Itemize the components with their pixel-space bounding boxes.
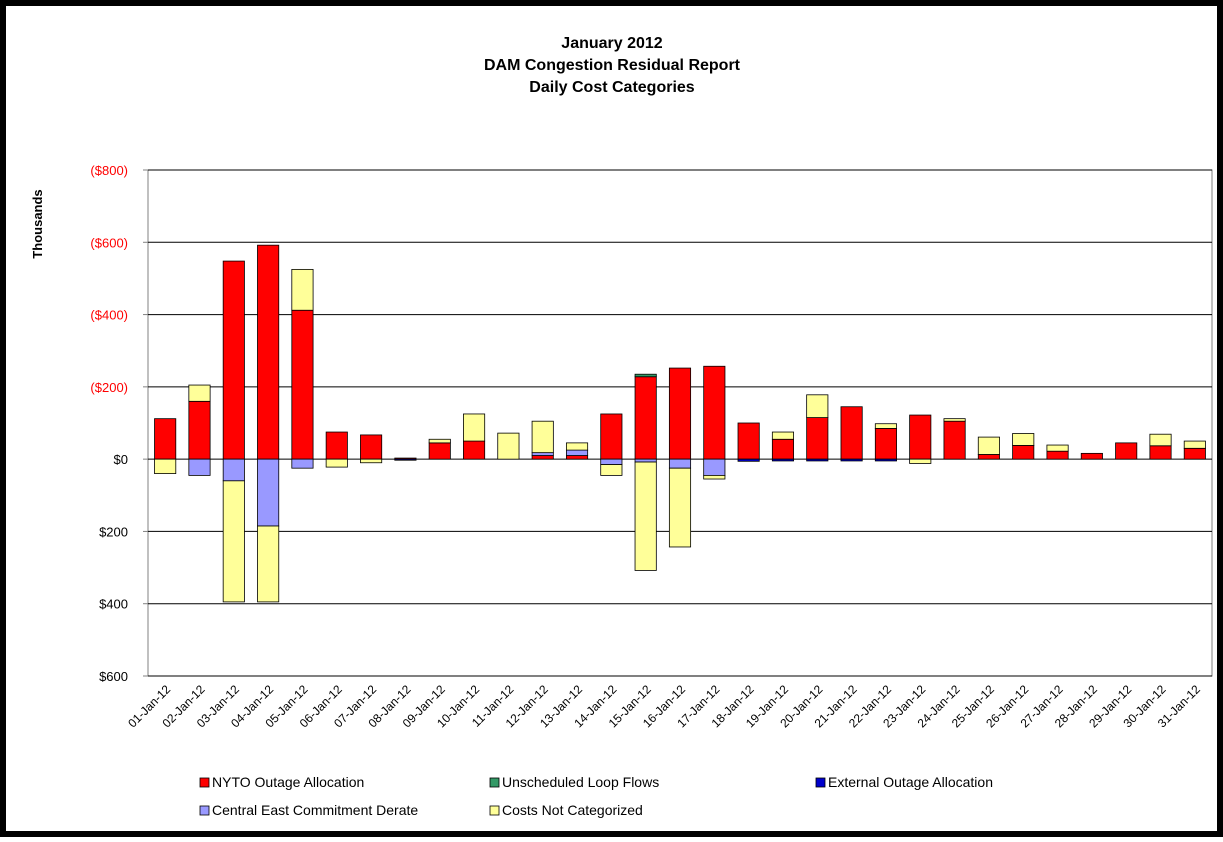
bar-segment (154, 418, 177, 460)
legend-label: Central East Commitment Derate (212, 802, 418, 818)
bar-segment (257, 458, 280, 527)
bar-segment (909, 458, 932, 464)
bar-segment (1149, 445, 1172, 460)
bar-segment (977, 436, 1000, 455)
legend-swatch (489, 805, 500, 816)
bar-segment (291, 458, 314, 469)
bar-segment (703, 458, 726, 476)
legend-label: NYTO Outage Allocation (212, 774, 364, 790)
bar-segment (634, 376, 657, 460)
y-tick-label: ($800) (90, 163, 128, 178)
bar-segment (325, 458, 348, 468)
bar-segment (325, 431, 348, 460)
legend-swatch (199, 777, 210, 788)
legend-swatch (199, 805, 210, 816)
bar-segment (565, 449, 589, 456)
bar-segment (771, 431, 795, 440)
y-tick-label: $200 (99, 524, 128, 539)
bar-segment (874, 458, 897, 462)
bar-segment (154, 458, 177, 474)
bar-segment (600, 413, 623, 460)
bar-segment (497, 432, 520, 460)
bar-segment (188, 384, 211, 402)
y-axis-label: Thousands (30, 189, 45, 258)
bar-segment (360, 434, 383, 460)
bar-segment (222, 458, 245, 482)
bar-segment (943, 418, 966, 422)
bar-segment (188, 458, 211, 476)
y-tick-label: ($600) (90, 235, 128, 250)
bar-segment (806, 458, 829, 462)
bar-segment (977, 454, 1000, 460)
bar-segment (1183, 440, 1206, 449)
y-tick-label: ($200) (90, 380, 128, 395)
chart-title: DAM Congestion Residual Report (484, 57, 741, 74)
y-tick-label: $0 (114, 452, 128, 467)
bar-segment (874, 423, 897, 429)
bar-segment (1012, 433, 1035, 446)
bar-segment (531, 455, 554, 460)
bar-segment (840, 406, 863, 460)
bar-segment (703, 365, 726, 460)
legend-label: Unscheduled Loop Flows (502, 774, 659, 790)
bar-segment (668, 458, 692, 469)
y-tick-label: $600 (99, 669, 128, 684)
bar-segment (565, 455, 589, 460)
legend-swatch (815, 777, 826, 788)
bar-segment (1046, 450, 1069, 460)
bar-segment (1046, 444, 1069, 452)
y-tick-label: ($400) (90, 308, 128, 323)
bar-segment (634, 373, 657, 378)
bar-segment (703, 475, 726, 480)
bar-segment (943, 420, 966, 460)
bar-segment (668, 367, 692, 460)
bar-segment (668, 467, 692, 548)
bar-segment (634, 461, 657, 571)
bar-segment (222, 260, 245, 460)
bar-segment (291, 268, 314, 311)
bar-segment (1183, 447, 1206, 460)
bar-segment (428, 442, 451, 460)
bar-segment (188, 400, 211, 460)
y-tick-label: $400 (99, 597, 128, 612)
bar-segment (874, 428, 897, 460)
bar-segment (634, 458, 657, 463)
bar-segment (394, 458, 417, 461)
bar-segment (463, 440, 486, 460)
bar-segment (771, 438, 795, 460)
bar-segment (222, 480, 245, 603)
legend-label: External Outage Allocation (828, 774, 993, 790)
bar-segment (360, 458, 383, 464)
bar-segment (565, 442, 589, 451)
bar-segment (1080, 452, 1103, 460)
bar-segment (771, 458, 795, 462)
bar-segment (909, 414, 932, 460)
chart-title: Daily Cost Categories (529, 79, 694, 96)
bar-segment (600, 464, 623, 476)
bar-segment (428, 438, 451, 444)
bar-segment (1012, 445, 1035, 460)
bar-segment (531, 452, 554, 456)
bar-segment (806, 394, 829, 418)
bar-segment (291, 309, 314, 460)
bar-segment (1149, 433, 1172, 447)
legend-label: Costs Not Categorized (502, 802, 643, 818)
bar-segment (257, 525, 280, 603)
bar-segment (257, 244, 280, 460)
bar-segment (463, 413, 486, 442)
bar-segment (737, 458, 760, 462)
bar-segment (531, 420, 554, 454)
bar-segment (806, 417, 829, 460)
bar-segment (1115, 442, 1138, 460)
chart-title: January 2012 (561, 35, 663, 52)
bar-segment (737, 422, 760, 460)
bar-segment (840, 458, 863, 462)
bar-segment (600, 458, 623, 465)
legend-swatch (489, 777, 500, 788)
